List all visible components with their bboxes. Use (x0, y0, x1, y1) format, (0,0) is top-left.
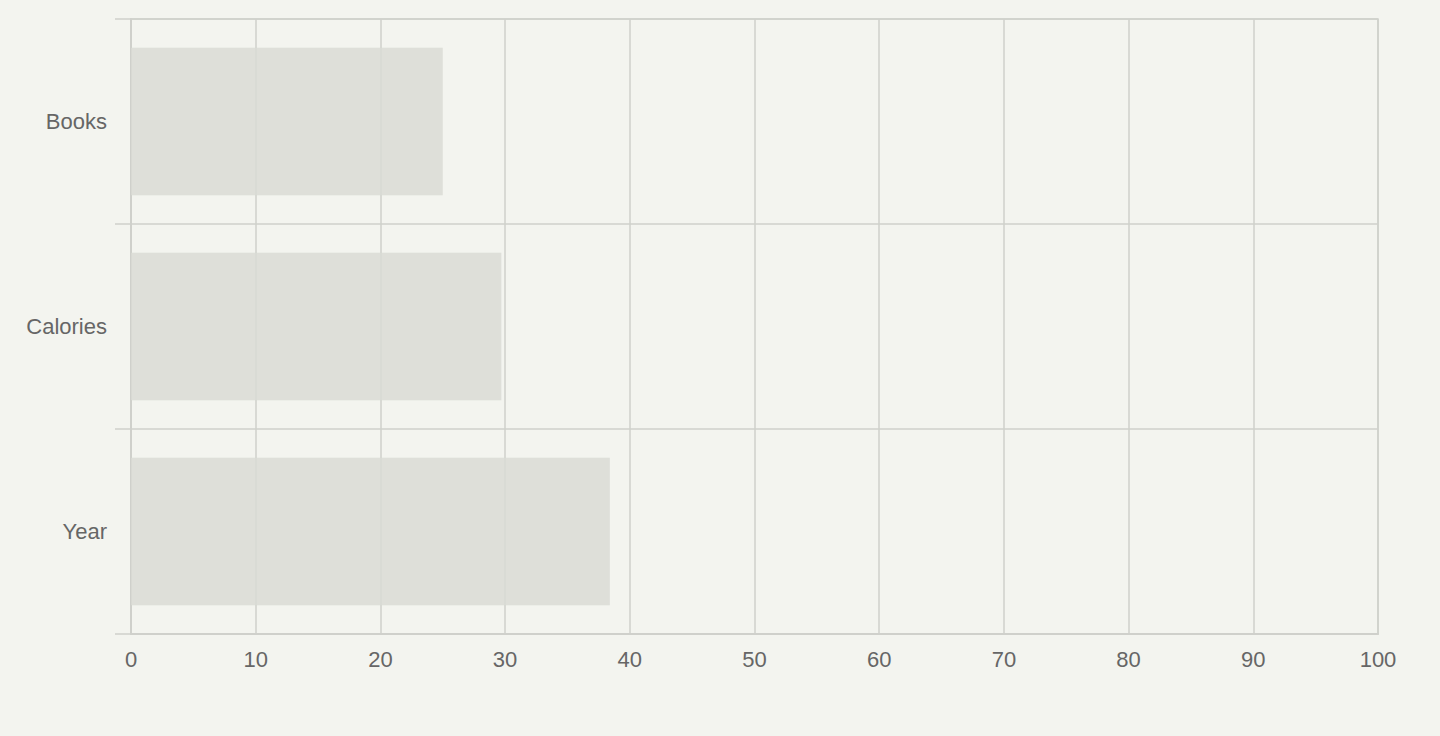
svg-text:70: 70 (992, 647, 1016, 672)
svg-text:0: 0 (125, 647, 137, 672)
svg-text:20: 20 (368, 647, 392, 672)
svg-text:40: 40 (618, 647, 642, 672)
svg-text:50: 50 (742, 647, 766, 672)
svg-text:10: 10 (243, 647, 267, 672)
svg-text:Year: Year (63, 519, 107, 544)
svg-text:Calories: Calories (26, 314, 107, 339)
svg-text:30: 30 (493, 647, 517, 672)
svg-text:100: 100 (1360, 647, 1397, 672)
svg-text:60: 60 (867, 647, 891, 672)
svg-text:80: 80 (1116, 647, 1140, 672)
svg-text:90: 90 (1241, 647, 1265, 672)
svg-text:Books: Books (46, 109, 107, 134)
